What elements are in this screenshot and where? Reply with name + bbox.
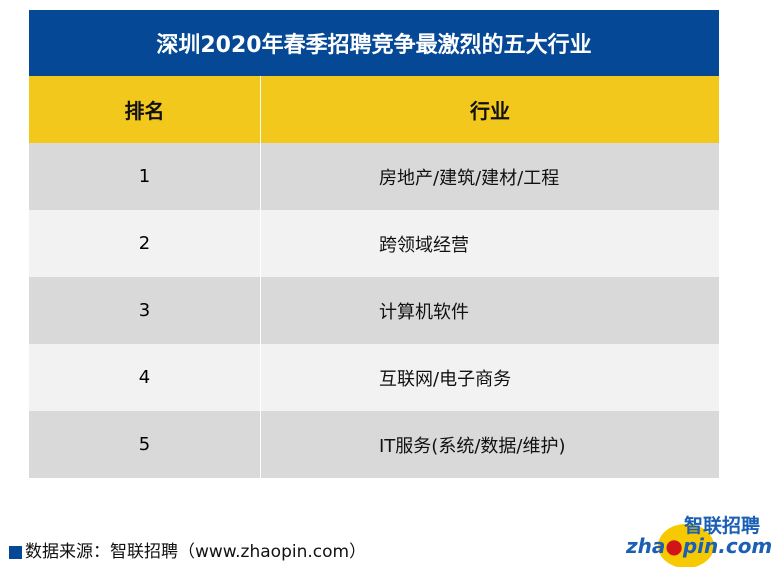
industry-cell: 互联网/电子商务 xyxy=(379,368,512,390)
industry-cell: IT服务(系统/数据/维护) xyxy=(379,435,566,457)
rank-cell: 5 xyxy=(29,411,261,478)
logo-yellow-circle xyxy=(658,524,714,567)
table-header: 排名 行业 xyxy=(29,76,719,143)
rank-cell: 3 xyxy=(29,277,261,344)
rank-cell: 1 xyxy=(29,143,261,210)
header-industry: 行业 xyxy=(470,99,510,123)
logo-cn-text: 智联招聘 xyxy=(684,514,760,537)
table-row: 1 房地产/建筑/建材/工程 xyxy=(29,143,719,210)
ranking-table: 深圳2020年春季招聘竞争最激烈的五大行业 排名 行业 1 房地产/建筑/建材/… xyxy=(29,10,719,478)
industry-cell: 房地产/建筑/建材/工程 xyxy=(379,167,560,189)
rank-cell: 2 xyxy=(29,210,261,277)
rank-cell: 4 xyxy=(29,344,261,411)
square-bullet-icon xyxy=(9,546,22,559)
source-text: 数据来源：智联招聘（www.zhaopin.com） xyxy=(25,542,367,562)
table-row: 2 跨领域经营 xyxy=(29,210,719,277)
industry-cell: 跨领域经营 xyxy=(379,234,469,256)
industry-cell: 计算机软件 xyxy=(379,301,469,323)
zhaopin-logo: 智联招聘 zha●pin.com xyxy=(625,514,772,567)
source-note: 数据来源：智联招聘（www.zhaopin.com） xyxy=(9,537,366,562)
logo-en-text: zha●pin.com xyxy=(625,534,772,558)
table-row: 3 计算机软件 xyxy=(29,277,719,344)
table-title: 深圳2020年春季招聘竞争最激烈的五大行业 xyxy=(29,10,719,76)
header-rank: 排名 xyxy=(29,76,261,143)
table-row: 4 互联网/电子商务 xyxy=(29,344,719,411)
table-row: 5 IT服务(系统/数据/维护) xyxy=(29,411,719,478)
